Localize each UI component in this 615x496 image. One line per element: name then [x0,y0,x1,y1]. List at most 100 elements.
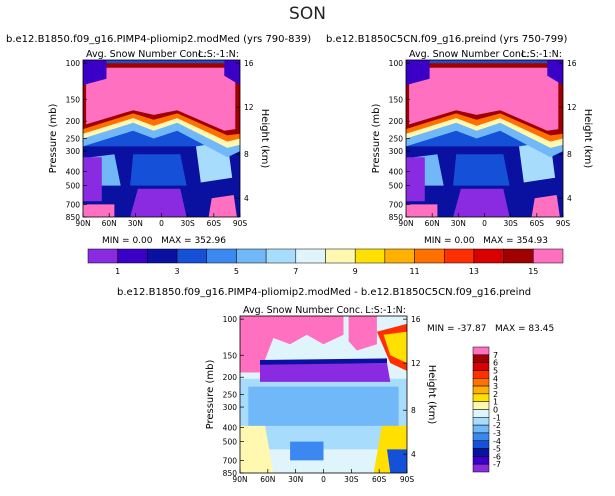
panel1-y2tick-12: 12 [244,103,254,112]
panel1-field-sh-top [224,60,240,86]
panel2-field-nh-top [406,60,430,86]
panel2-ylabel: Pressure (mb) [371,104,382,174]
cbar-top-swatch-11 [414,248,445,264]
panel3-y2tick-12: 12 [411,359,421,368]
panel3-field-mid [248,386,399,426]
colorbar-top: 1 3 5 7 9 11 13 15 [87,248,564,276]
panel1-stats: MIN = 0.00 MAX = 352.96 [102,236,226,246]
panel2-field-nh-violet [406,157,425,202]
panel2-field-trop-violet [453,188,510,217]
panel2-xtick-90N: 90N [398,219,413,228]
panel1-ylabel: Pressure (mb) [48,104,59,174]
cbar-diff-label-3: 4 [493,374,498,383]
panel2-ytick-250: 250 [389,135,404,144]
panel3-ytick-500: 500 [223,438,238,447]
cbar-diff-swatch-6 [472,393,490,402]
panel3-field-violet-edge [260,358,387,365]
panel2-xtick-90S: 90S [556,219,571,228]
cbar-top-swatch-12 [444,248,475,264]
cbar-diff-label-2: 5 [493,366,498,375]
panel1-xtick-30S: 30S [181,219,196,228]
panel3-field-nh-yellow [240,425,274,473]
cbar-top-swatch-7 [295,248,326,264]
panel2-xtick-30S: 30S [504,219,519,228]
panel3-y2tick-4: 4 [411,450,416,459]
cbar-top-label-7: 7 [293,267,298,276]
panel2-field-mid [453,154,510,186]
panel2-y2tick-12: 12 [567,103,577,112]
cbar-diff-swatch-1 [472,354,490,363]
panel3-ytick-100: 100 [223,315,238,324]
cbar-diff-label-4: 3 [493,382,498,391]
cbar-top-swatch-5 [236,248,267,264]
panel2-y2tick-16: 16 [567,59,577,68]
cbar-diff-label-14: -7 [493,460,501,469]
panel2-xtick-60S: 60S [530,219,545,228]
cbar-top-label-3: 3 [175,267,180,276]
figure-title: SON [289,4,326,24]
cbar-top-swatch-3 [176,248,207,264]
cbar-top-label-11: 11 [409,267,419,276]
panel2-ytick-100: 100 [389,59,404,68]
cbar-diff-label-1: 6 [493,359,498,368]
cbar-diff-label-10: -3 [493,429,501,438]
panel3-xtick-30N: 30N [288,475,303,484]
cbar-top-swatch-6 [265,248,297,264]
panel1-field-mid [130,154,187,186]
panel2-field-core [409,67,559,131]
panel1-ytick-200: 200 [66,117,81,126]
cbar-diff-swatch-4 [472,378,490,387]
panel2-y2tick-4: 4 [567,194,572,203]
panel1-xtick-0: 0 [159,219,164,228]
panel2-ytick-850: 850 [389,213,404,222]
panel2-ytick-200: 200 [389,117,404,126]
panel1-xtick-90N: 90N [75,219,90,228]
cbar-diff-swatch-10 [472,424,490,434]
panel3-field-pink2 [348,316,377,351]
panel2-field-sh-top [547,60,563,86]
cbar-diff-swatch-7 [472,401,490,410]
panel2-ytick-150: 150 [389,95,404,104]
panel2-field-nh-surface [406,204,438,217]
cbar-top-swatch-14 [503,248,534,264]
cbar-diff-label-8: -1 [493,413,501,422]
cbar-top-label-9: 9 [353,267,358,276]
panel1-xtick-90S: 90S [233,219,248,228]
panel2-xtick-60N: 60N [425,219,440,228]
panel3-xtick-90S: 90S [400,475,415,484]
cbar-diff-swatch-12 [472,440,490,449]
cbar-top-swatch-0 [87,248,118,264]
panel1-plot: Avg. Snow Number Conc.L:S:-1:N: 90N 60N 30N… [48,49,270,228]
panel2-y2tick-8: 8 [567,150,572,159]
cbar-diff-label-12: -5 [493,445,501,454]
panel2-plot: Avg. Snow Number Conc.L:S:-1:N: 90N 60N 30N… [371,49,593,228]
panel3-subtitle: Avg. Snow Number Conc. [243,305,363,316]
cbar-top-swatch-2 [147,248,178,264]
panel1-y2tick-16: 16 [244,59,254,68]
cbar-diff-label-7: 0 [493,406,498,415]
panel3-ytick-150: 150 [223,351,238,360]
panel3-ylabel: Pressure (mb) [205,360,216,430]
panel3-field-sh-blue [387,449,407,473]
cbar-top-label-15: 15 [528,267,538,276]
panel3-ytick-700: 700 [223,456,238,465]
panel3-plot: Avg. Snow Number Conc. L:S:-1:N: 90N 60N 30N… [205,305,437,484]
panel3-ytick-200: 200 [223,373,238,382]
cbar-diff-label-0: 7 [493,351,498,360]
panel1-subtitle: Avg. Snow Number Conc. [86,49,206,60]
panel3-xtick-60N: 60N [260,475,275,484]
cbar-diff-label-11: -4 [493,437,501,446]
panel1-ytick-850: 850 [66,213,81,222]
panel2-subtitle-right: L:S:-1:N: [521,49,562,60]
panel3-field-sh-yellow2 [383,331,407,364]
panel2-subtitle: Avg. Snow Number Conc. [409,49,529,60]
panel1-y2tick-4: 4 [244,194,249,203]
panel3-field-trop [290,441,324,461]
panel1-ytick-500: 500 [66,182,81,191]
panel3-y2tick-8: 8 [411,406,416,415]
panel3-field-pink [240,316,344,373]
panel3-xtick-90N: 90N [232,475,247,484]
panel2-y2label: Height (km) [582,109,593,169]
